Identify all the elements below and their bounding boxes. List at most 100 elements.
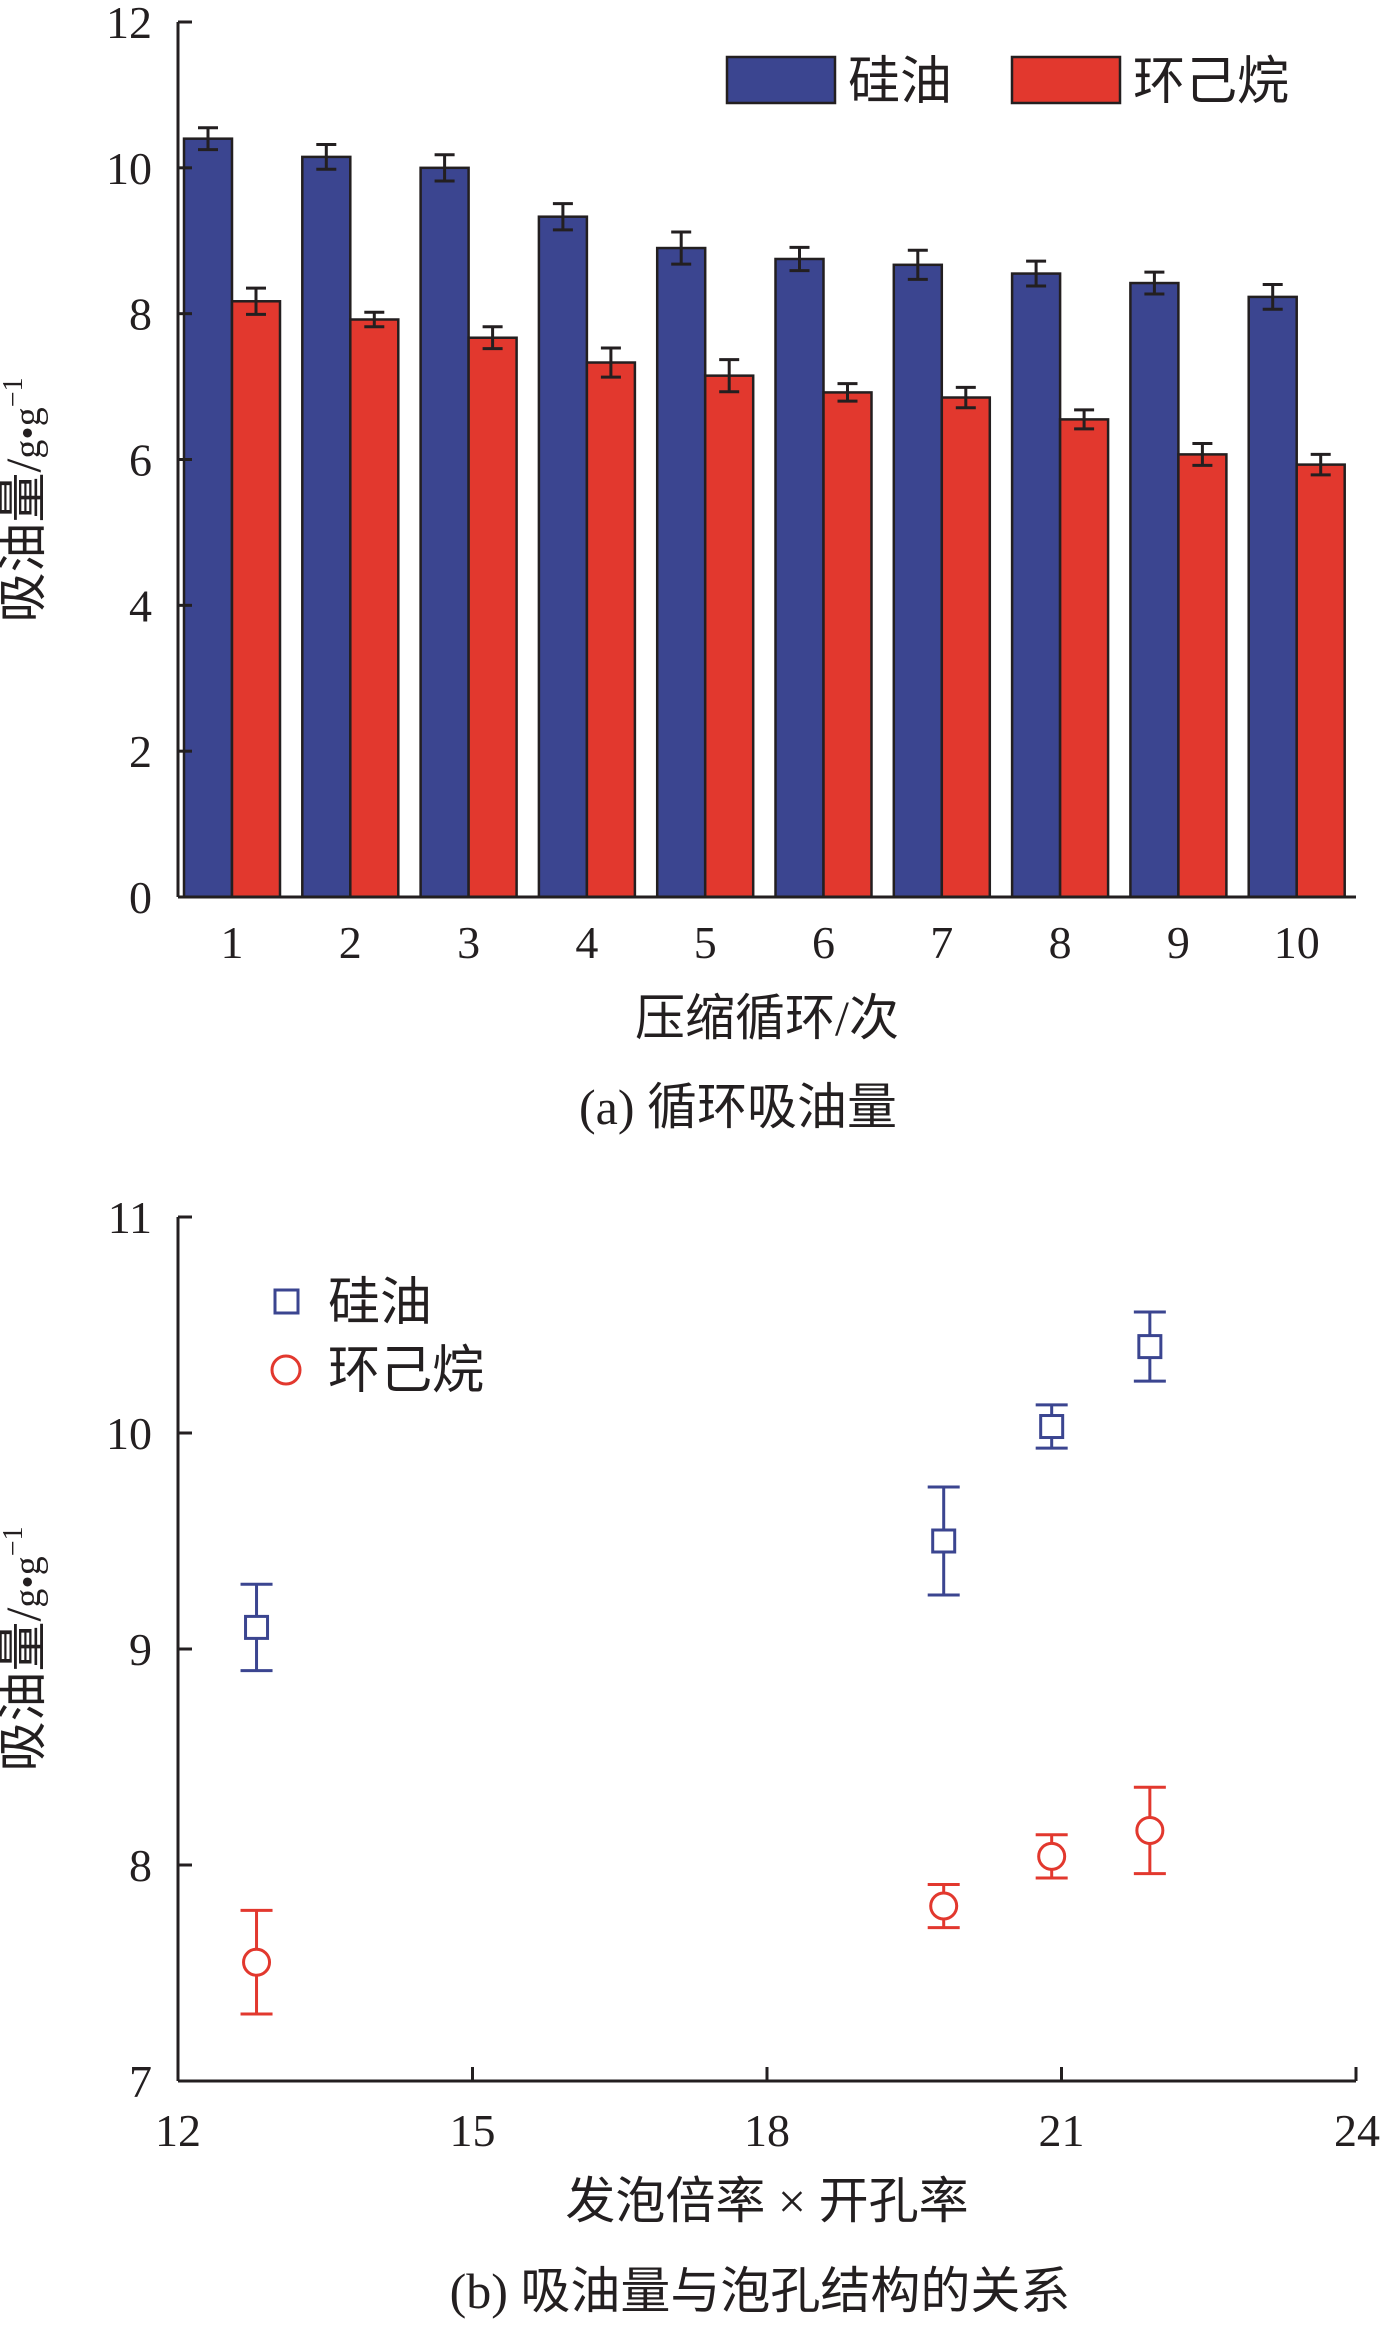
y-tick-label-7: 7 (129, 2056, 152, 2107)
y-tick-label-2: 2 (129, 726, 152, 777)
error-bar-s0-9 (1144, 270, 1165, 296)
legend-swatch-silicone-oil (725, 55, 837, 105)
error-bar-s0-2 (1035, 1403, 1068, 1450)
point-circle-0 (242, 1947, 272, 1977)
point-square-2 (1039, 1414, 1065, 1440)
error-bar-s0-1 (198, 126, 218, 152)
y-tick-label-0: 0 (129, 872, 152, 923)
x-tick-label-24: 24 (1334, 2105, 1380, 2156)
y-ticks: 7 8 9 10 11 (106, 1192, 192, 2107)
error-bar-s0-7 (907, 248, 928, 281)
x-tick-label-18: 18 (744, 2105, 790, 2156)
x-tick-label-4: 4 (575, 917, 598, 968)
y-tick-label-8: 8 (129, 289, 152, 340)
error-bar-s1-3 (1133, 1785, 1166, 1876)
bar-s0-4 (537, 215, 589, 899)
y-axis-title: 吸油量/g•g−1 (0, 1526, 51, 1771)
error-bar-s0-6 (789, 245, 810, 273)
bar-s1-3 (467, 336, 518, 899)
legend-label-cyclohexane: 环己烷 (1133, 54, 1289, 111)
legend-label-silicone-oil: 硅油 (848, 54, 952, 111)
point-square-0 (244, 1614, 270, 1640)
error-bar-s1-1 (246, 286, 266, 316)
error-bar-s0-3 (1133, 1310, 1166, 1383)
markers-layer (242, 1334, 1165, 1977)
legend-label-silicone-oil: 硅油 (328, 1275, 432, 1332)
y-tick-label-12: 12 (106, 0, 152, 48)
bar-s1-8 (1058, 418, 1110, 899)
y-ticks: 0 2 4 6 8 10 12 (106, 0, 192, 923)
legend-label-cyclohexane: 环己烷 (328, 1343, 484, 1400)
error-bar-s1-10 (1310, 452, 1331, 477)
error-bar-s1-1 (927, 1882, 960, 1930)
y-tick-label-9: 9 (129, 1624, 152, 1675)
bar-s0-5 (655, 246, 707, 899)
error-bars-layer (240, 1310, 1166, 2016)
caption-b: (b) 吸油量与泡孔结构的关系 (450, 2263, 1071, 2319)
x-tick-label-15: 15 (450, 2105, 496, 2156)
bar-s1-7 (940, 396, 992, 899)
y-tick-label-10: 10 (106, 143, 152, 194)
bar-s1-4 (585, 361, 637, 899)
y-tick-label-8: 8 (129, 1840, 152, 1891)
x-tick-label-9: 9 (1167, 917, 1190, 968)
x-tick-label-2: 2 (339, 917, 362, 968)
point-circle-2 (1037, 1841, 1067, 1871)
x-tick-label-6: 6 (812, 917, 835, 968)
error-bar-s1-5 (719, 358, 740, 394)
bars-layer (182, 137, 1346, 899)
error-bar-s0-0 (240, 1582, 273, 1673)
bar-s0-2 (301, 155, 352, 899)
bar-s0-9 (1129, 281, 1180, 899)
y-tick-label-11: 11 (108, 1192, 152, 1243)
x-tick-label-5: 5 (694, 917, 717, 968)
error-bar-s0-3 (434, 153, 455, 183)
x-tick-label-7: 7 (930, 917, 953, 968)
error-bars-layer (198, 126, 1331, 477)
caption-a: (a) 循环吸油量 (579, 1079, 897, 1135)
x-tick-label-12: 12 (155, 2105, 201, 2156)
y-tick-label-10: 10 (106, 1408, 152, 1459)
point-square-3 (1137, 1334, 1163, 1360)
error-bar-s1-7 (955, 385, 976, 410)
x-tick-label-10: 10 (1274, 917, 1320, 968)
x-axis-title: 压缩循环/次 (635, 990, 899, 1046)
legend-swatch-cyclohexane (1010, 55, 1122, 105)
x-tick-label-8: 8 (1049, 917, 1072, 968)
bar-s0-3 (419, 166, 470, 899)
error-bar-s0-2 (316, 143, 337, 171)
bar-s0-10 (1247, 295, 1298, 899)
legend-marker-cyclohexane (270, 1354, 302, 1386)
y-tick-label-6: 6 (129, 435, 152, 486)
error-bar-s1-3 (482, 325, 503, 351)
error-bar-s0-10 (1262, 283, 1283, 311)
bar-s1-9 (1177, 453, 1228, 899)
bar-s0-1 (182, 137, 234, 899)
bar-s0-7 (892, 263, 944, 899)
panel-b-scatter-chart: 7 8 9 10 11 12 15 18 21 24 硅油 环己烷 吸油量/g•g−1 发泡倍率… (0, 1192, 1380, 2319)
bar-s1-2 (349, 318, 400, 899)
error-bar-s1-6 (837, 382, 858, 403)
x-axis-title: 发泡倍率 × 开孔率 (565, 2173, 968, 2229)
bar-s1-5 (703, 374, 755, 899)
y-tick-label-4: 4 (129, 580, 152, 631)
point-circle-3 (1135, 1815, 1165, 1845)
error-bar-s1-2 (1035, 1833, 1068, 1880)
bar-s1-10 (1295, 463, 1346, 899)
error-bar-s1-4 (600, 346, 621, 379)
y-axis-title: 吸油量/g•g−1 (0, 377, 51, 622)
error-bar-s1-2 (364, 310, 385, 329)
x-tick-label-3: 3 (457, 917, 480, 968)
bar-s0-8 (1010, 272, 1062, 899)
x-tick-label-1: 1 (221, 917, 244, 968)
x-ticks: 12 15 18 21 24 (155, 2067, 1380, 2156)
point-square-1 (931, 1528, 957, 1554)
point-circle-1 (929, 1891, 959, 1921)
error-bar-s0-5 (671, 230, 692, 266)
bar-s0-6 (774, 257, 825, 899)
x-tick-label-21: 21 (1039, 2105, 1085, 2156)
legend: 硅油 环己烷 (725, 54, 1289, 111)
bar-s1-1 (230, 300, 282, 899)
